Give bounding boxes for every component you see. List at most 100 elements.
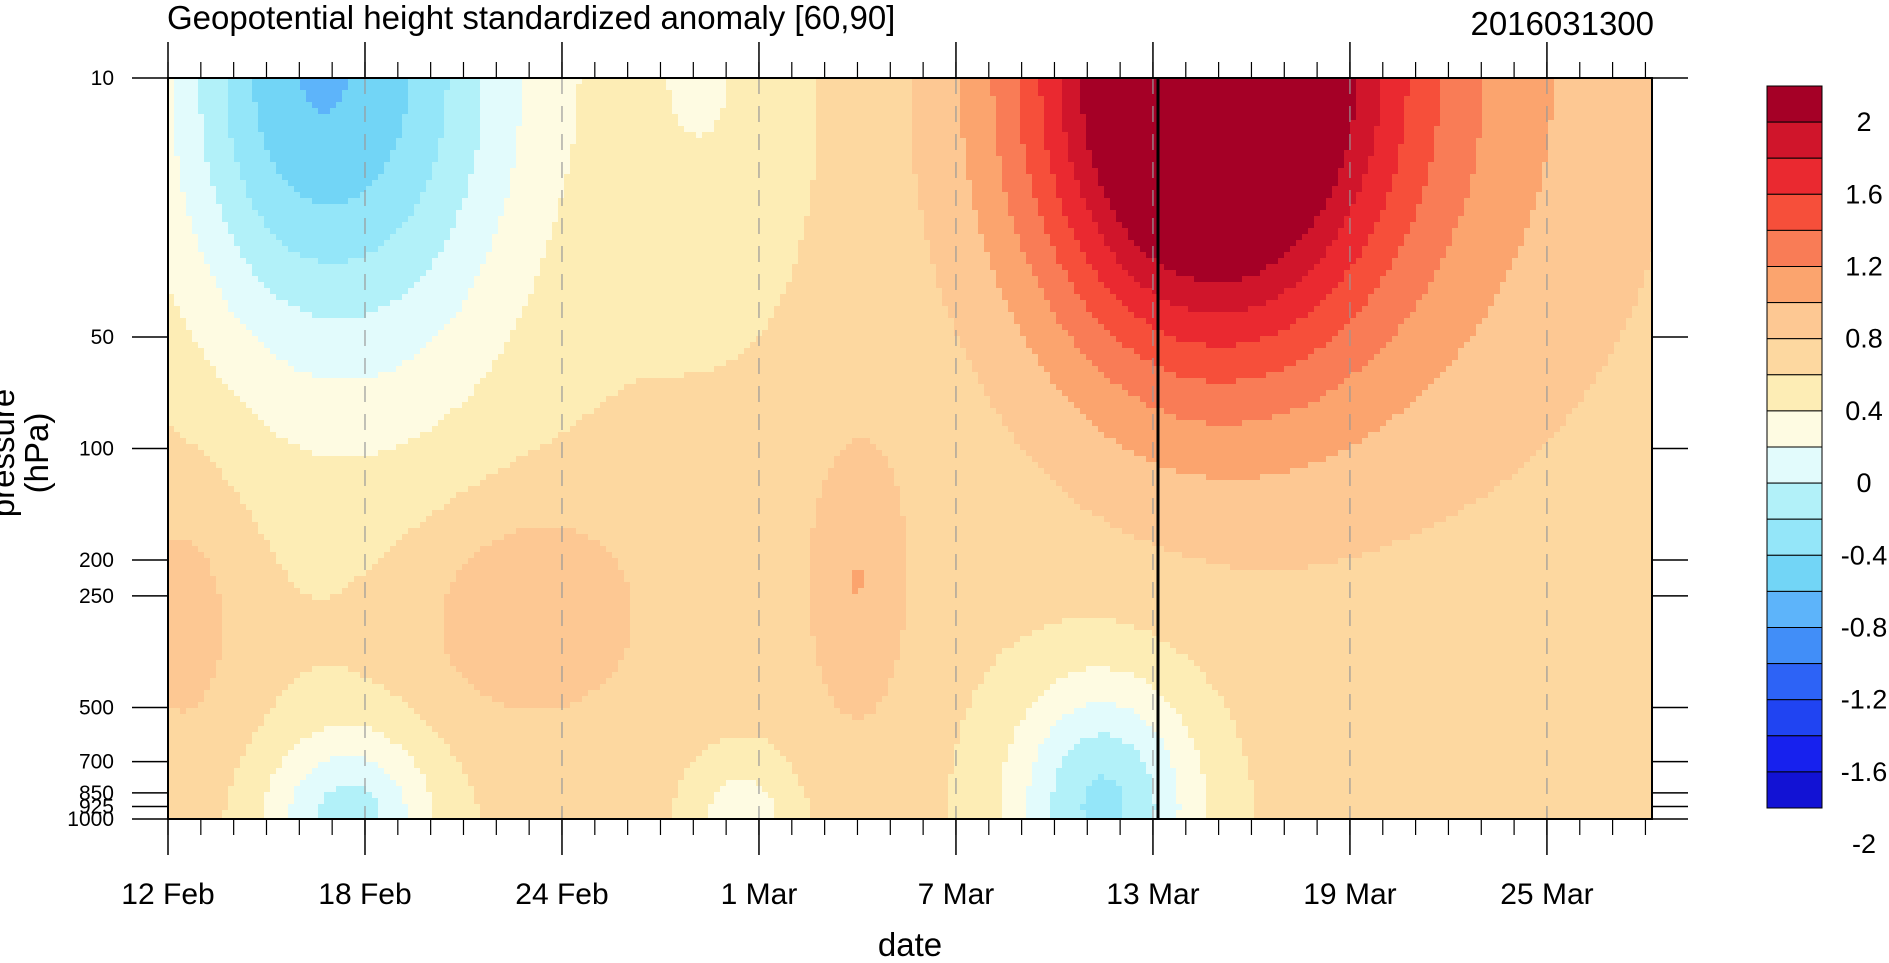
contour-cell — [234, 462, 241, 469]
contour-cell — [312, 246, 319, 253]
contour-cell — [390, 300, 397, 307]
contour-cell — [234, 600, 241, 607]
contour-cell — [240, 216, 247, 223]
contour-cell — [264, 564, 271, 571]
contour-cell — [234, 258, 241, 265]
contour-cell — [210, 312, 217, 319]
contour-cell — [192, 126, 199, 133]
contour-cell — [336, 330, 343, 337]
contour-cell — [384, 216, 391, 223]
contour-cell — [234, 372, 241, 379]
contour-cell — [384, 696, 391, 703]
contour-cell — [174, 756, 181, 763]
contour-cell — [294, 810, 301, 817]
contour-cell — [186, 804, 193, 811]
contour-cell — [372, 474, 379, 481]
contour-cell — [252, 126, 259, 133]
contour-cell — [306, 762, 313, 769]
contour-cell — [342, 648, 349, 655]
contour-cell — [234, 642, 241, 649]
contour-cell — [384, 546, 391, 553]
contour-cell — [228, 624, 235, 631]
contour-cell — [396, 504, 403, 511]
contour-cell — [246, 648, 253, 655]
contour-cell — [300, 702, 307, 709]
contour-cell — [180, 234, 187, 241]
contour-cell — [180, 246, 187, 253]
contour-cell — [228, 318, 235, 325]
contour-cell — [204, 762, 211, 769]
contour-cell — [312, 270, 319, 277]
contour-cell — [396, 204, 403, 211]
contour-cell — [264, 696, 271, 703]
contour-cell — [372, 246, 379, 253]
contour-cell — [336, 510, 343, 517]
contour-cell — [246, 486, 253, 493]
contour-cell — [168, 594, 175, 601]
contour-cell — [354, 258, 361, 265]
contour-cell — [372, 402, 379, 409]
contour-cell — [366, 210, 373, 217]
contour-cell — [264, 150, 271, 157]
contour-cell — [390, 456, 397, 463]
contour-cell — [402, 780, 409, 787]
contour-cell — [222, 102, 229, 109]
contour-cell — [324, 204, 331, 211]
contour-cell — [318, 396, 325, 403]
contour-cell — [372, 714, 379, 721]
contour-cell — [300, 648, 307, 655]
contour-cell — [312, 516, 319, 523]
contour-cell — [288, 732, 295, 739]
contour-cell — [360, 372, 367, 379]
contour-cell — [300, 408, 307, 415]
contour-cell — [198, 642, 205, 649]
contour-cell — [354, 228, 361, 235]
contour-cell — [324, 444, 331, 451]
contour-cell — [264, 210, 271, 217]
contour-cell — [390, 168, 397, 175]
contour-cell — [168, 648, 175, 655]
contour-cell — [204, 534, 211, 541]
contour-cell — [216, 408, 223, 415]
contour-cell — [252, 546, 259, 553]
contour-cell — [384, 552, 391, 559]
contour-cell — [222, 450, 229, 457]
contour-cell — [348, 576, 355, 583]
contour-cell — [216, 192, 223, 199]
contour-cell — [294, 774, 301, 781]
contour-cell — [300, 570, 307, 577]
contour-cell — [360, 792, 367, 799]
contour-cell — [228, 732, 235, 739]
contour-cell — [288, 756, 295, 763]
contour-cell — [198, 474, 205, 481]
contour-cell — [210, 348, 217, 355]
contour-cell — [348, 642, 355, 649]
contour-cell — [336, 648, 343, 655]
contour-cell — [288, 90, 295, 97]
contour-cell — [348, 132, 355, 139]
contour-cell — [276, 528, 283, 535]
contour-cell — [270, 168, 277, 175]
contour-cell — [390, 462, 397, 469]
contour-cell — [300, 504, 307, 511]
contour-cell — [174, 348, 181, 355]
contour-cell — [186, 264, 193, 271]
contour-cell — [180, 384, 187, 391]
contour-cell — [270, 150, 277, 157]
contour-cell — [390, 480, 397, 487]
contour-cell — [276, 486, 283, 493]
contour-cell — [168, 678, 175, 685]
contour-cell — [240, 210, 247, 217]
contour-cell — [342, 786, 349, 793]
contour-cell — [174, 156, 181, 163]
contour-cell — [390, 582, 397, 589]
contour-cell — [360, 402, 367, 409]
contour-cell — [342, 624, 349, 631]
contour-cell — [354, 684, 361, 691]
contour-cell — [252, 264, 259, 271]
contour-cell — [252, 588, 259, 595]
contour-cell — [174, 390, 181, 397]
contour-cell — [204, 456, 211, 463]
contour-cell — [180, 534, 187, 541]
contour-cell — [366, 228, 373, 235]
